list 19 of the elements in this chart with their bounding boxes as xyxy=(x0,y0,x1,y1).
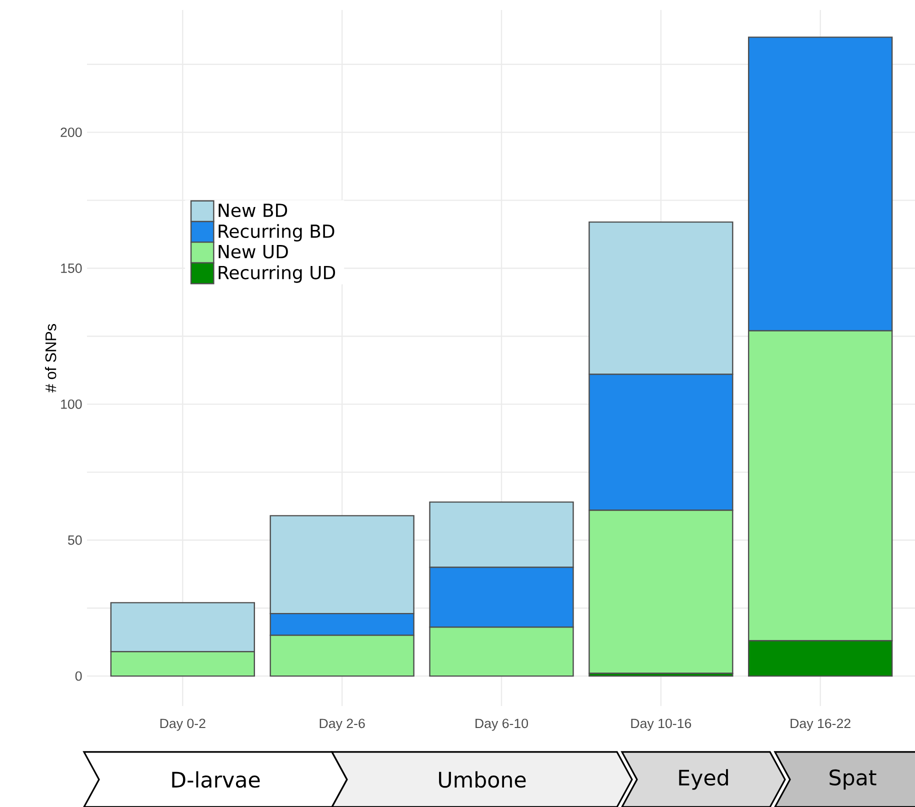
legend-label: Recurring BD xyxy=(218,224,334,242)
text: Umbone xyxy=(439,771,526,788)
y-tick-label: 50 xyxy=(68,535,82,545)
legend-label: New BD xyxy=(218,204,288,218)
x-tick-label: Day 6-10 xyxy=(476,718,528,731)
x-tick-label: Day 0-2 xyxy=(160,718,206,731)
text: Spat xyxy=(830,769,876,790)
text: D-larvae xyxy=(172,771,260,788)
y-axis-title: # of SNPs xyxy=(44,324,56,392)
x-tick-label: Day 10-16 xyxy=(631,718,692,731)
x-tick-label: Day 2-6 xyxy=(320,718,365,731)
y-tick-label: 150 xyxy=(61,264,82,273)
y-tick-label: 200 xyxy=(60,128,82,138)
x-tick-label: Day 16-22 xyxy=(790,718,850,731)
text: Eyed xyxy=(679,769,728,790)
y-tick-label: 100 xyxy=(61,399,82,409)
legend-label: Recurring UD xyxy=(218,265,336,283)
legend-label: New UD xyxy=(218,245,288,258)
y-tick-label: 0 xyxy=(75,671,82,681)
